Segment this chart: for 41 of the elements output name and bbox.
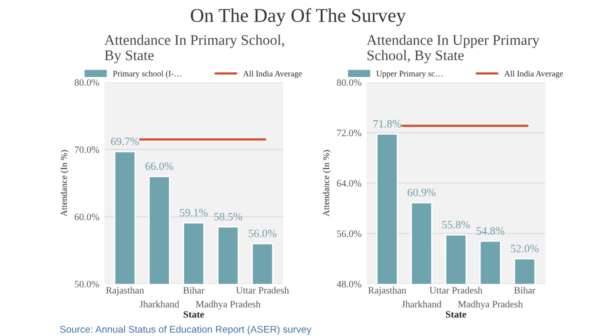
chart-title: Attendance In Primary School, By State xyxy=(104,34,284,64)
data-label: 59.1% xyxy=(180,208,208,216)
legend-label: All India Average xyxy=(504,70,563,78)
x-tick-label: Bihar xyxy=(514,286,536,294)
y-tick-label: 50.0% xyxy=(74,280,100,288)
data-label: 71.8% xyxy=(374,120,402,128)
data-label: 58.5% xyxy=(214,212,242,220)
data-label: 69.7% xyxy=(111,138,139,146)
x-axis-title: State xyxy=(446,311,466,318)
text: On The Day Of The Survey xyxy=(190,8,406,26)
y-axis-title: Attendance (In %) xyxy=(322,150,332,216)
data-label: 54.8% xyxy=(476,227,504,235)
y-tick-label: 64.0% xyxy=(336,180,362,187)
x-tick-label: Rajasthan xyxy=(368,286,406,296)
x-tick-label: Jharkhand xyxy=(402,300,442,308)
y-tick-label: 80.0% xyxy=(336,79,362,86)
y-axis-title: Attendance (In %) xyxy=(60,150,69,216)
data-label: 60.9% xyxy=(408,188,436,196)
x-tick-label: Bihar xyxy=(183,286,204,294)
x-tick-label: Madhya Pradesh xyxy=(458,300,523,310)
data-label: 52.0% xyxy=(511,244,539,252)
legend-label: All India Average xyxy=(243,70,302,78)
data-label: 66.0% xyxy=(145,162,174,170)
legend-label: Upper Primary sc… xyxy=(376,70,442,78)
x-tick-label: Uttar Pradesh xyxy=(430,286,482,294)
chart-title: Attendance In Upper Primary School, By State xyxy=(366,34,540,64)
x-axis-title: State xyxy=(184,311,204,318)
legend-label: Primary school (I-… xyxy=(113,70,182,78)
data-label: 56.0% xyxy=(248,230,276,238)
data-label: 55.8% xyxy=(442,220,470,228)
x-tick-label: Jharkhand xyxy=(140,300,180,308)
y-tick-label: 72.0% xyxy=(337,130,362,136)
y-tick-label: 70.0% xyxy=(74,146,100,154)
y-tick-label: 60.0% xyxy=(74,214,100,220)
x-tick-label: Rajasthan xyxy=(106,286,144,296)
y-tick-label: 48.0% xyxy=(336,280,362,288)
x-tick-label: Uttar Pradesh xyxy=(236,286,289,294)
y-tick-label: 56.0% xyxy=(337,230,362,238)
x-tick-label: Madhya Pradesh xyxy=(196,300,260,310)
source-note: Source: Annual Status of Education Report (ASER) survey xyxy=(60,326,312,335)
y-tick-label: 80.0% xyxy=(74,79,100,86)
